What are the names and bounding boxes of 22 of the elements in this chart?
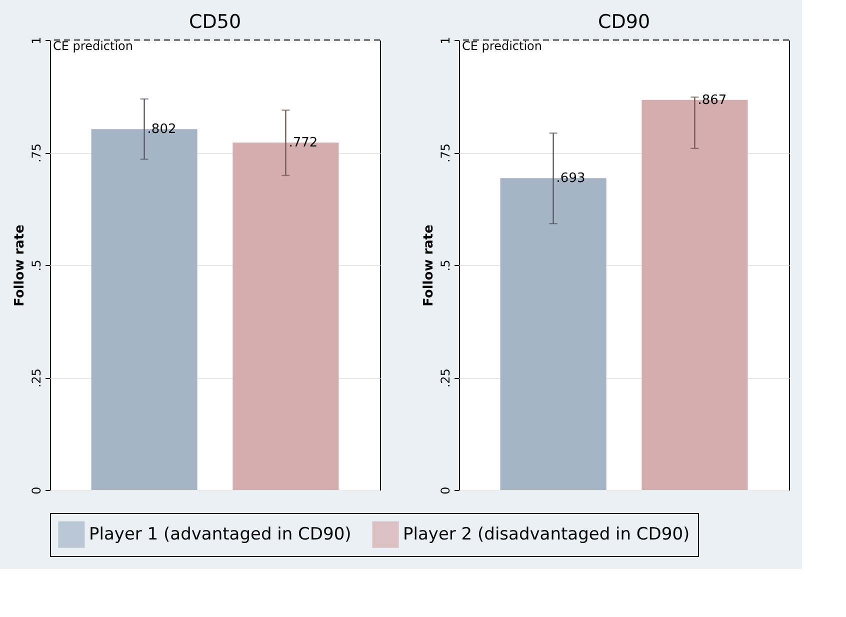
data-label: .693 xyxy=(556,171,586,186)
legend-label: Player 1 (advantaged in CD90) xyxy=(89,524,352,545)
data-label: .802 xyxy=(147,122,176,138)
y-tick-label: 1 xyxy=(438,36,452,44)
data-label: .867 xyxy=(698,92,727,108)
y-tick-label: 1 xyxy=(30,36,44,44)
y-axis-title: Follow rate xyxy=(12,224,28,306)
y-tick-label: .25 xyxy=(438,368,452,388)
chart-title: CD90 xyxy=(598,11,650,34)
ref-line-label: CE prediction xyxy=(53,39,133,53)
y-tick-label: .75 xyxy=(30,143,44,163)
y-tick-label: 0 xyxy=(30,486,44,494)
y-tick-label: .5 xyxy=(438,260,452,272)
y-tick-label: 0 xyxy=(438,486,452,494)
y-tick-label: .75 xyxy=(438,143,452,163)
data-label: .772 xyxy=(288,136,318,151)
legend-label: Player 2 (disadvantaged in CD90) xyxy=(403,524,690,545)
ref-line-label: CE prediction xyxy=(462,39,542,53)
y-tick-label: .25 xyxy=(30,368,44,388)
y-axis-title: Follow rate xyxy=(422,224,436,306)
y-tick-label: .5 xyxy=(30,260,44,272)
chart-title: CD50 xyxy=(188,11,242,34)
